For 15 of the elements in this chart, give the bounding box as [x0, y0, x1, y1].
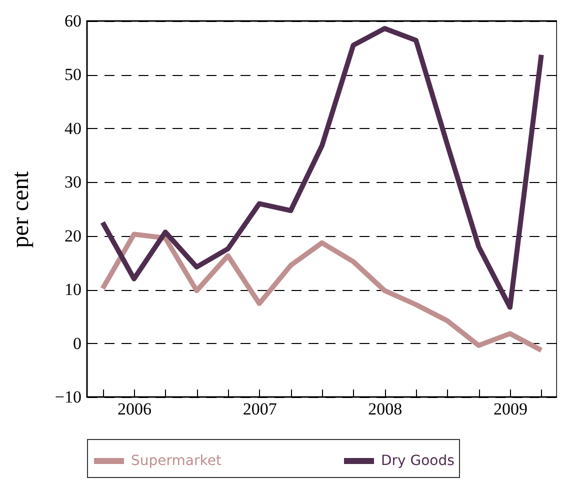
y-tick-label: 20	[64, 226, 82, 246]
y-tick-label: 0	[73, 334, 82, 353]
x-tick-label: 2007	[242, 400, 278, 418]
y-tick-label: −10	[54, 388, 82, 406]
y-tick-label: 50	[64, 65, 82, 84]
legend-label: Dry Goods	[381, 453, 454, 469]
y-tick-label: 10	[64, 280, 82, 300]
x-tick-label: 2009	[494, 400, 528, 418]
x-tick-label: 2006	[118, 400, 152, 418]
y-axis-title: per cent	[8, 170, 34, 248]
y-tick-label: 40	[64, 118, 82, 138]
x-tick-label: 2008	[368, 400, 402, 418]
y-tick-label: 30	[64, 172, 82, 192]
y-tick-label: 60	[64, 12, 82, 30]
legend-label: Supermarket	[131, 453, 222, 469]
